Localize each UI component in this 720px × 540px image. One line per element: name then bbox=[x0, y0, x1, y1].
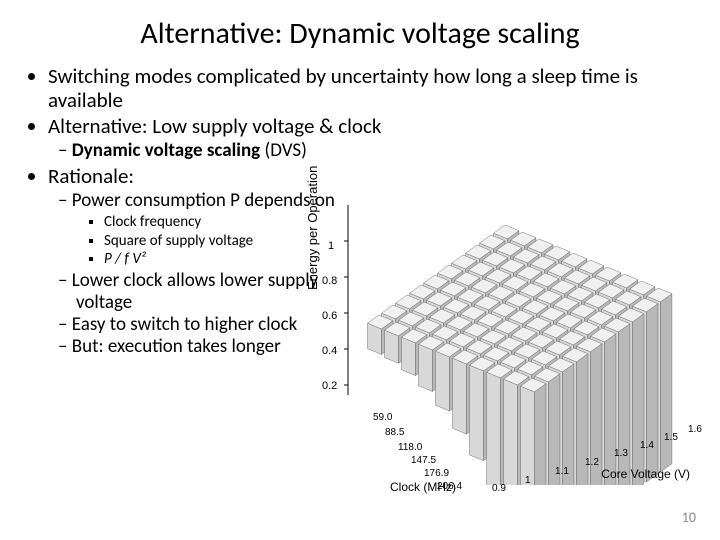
ytick: 0.8 bbox=[322, 275, 337, 287]
ytick: 0.2 bbox=[322, 380, 337, 392]
x2tick: 1.3 bbox=[614, 448, 628, 459]
x1tick: 59.0 bbox=[373, 412, 392, 423]
bullet-2: Alternative: Low supply voltage & clock … bbox=[48, 114, 700, 162]
ytick: 0.4 bbox=[322, 345, 337, 357]
ytick: 1 bbox=[328, 240, 334, 252]
x2-axis-label: Core Voltage (V) bbox=[601, 467, 690, 481]
x1tick: 147.5 bbox=[411, 455, 436, 466]
x2tick: 1.1 bbox=[555, 466, 569, 477]
ytick: 0.6 bbox=[322, 310, 337, 322]
x2tick: 1 bbox=[525, 475, 531, 486]
x1tick: 88.5 bbox=[385, 427, 404, 438]
x2tick: 0.9 bbox=[492, 483, 506, 494]
x1tick: 176.9 bbox=[424, 468, 449, 479]
page-number: 10 bbox=[682, 509, 696, 526]
slide-title: Alternative: Dynamic voltage scaling bbox=[20, 15, 700, 52]
x1tick: 118.0 bbox=[398, 442, 422, 453]
x2tick: 1.4 bbox=[640, 440, 654, 451]
energy-3d-bar-chart bbox=[310, 175, 710, 485]
x1tick: 206.4 bbox=[437, 481, 462, 492]
bullet-2-1: Dynamic voltage scaling (DVS) bbox=[76, 140, 700, 162]
y-axis-label: Energy per Operation bbox=[305, 166, 320, 290]
x2tick: 1.5 bbox=[664, 432, 678, 443]
x2tick: 1.2 bbox=[585, 457, 599, 468]
bullet-1: Switching modes complicated by uncertain… bbox=[48, 64, 700, 112]
x2tick: 1.6 bbox=[688, 424, 702, 435]
